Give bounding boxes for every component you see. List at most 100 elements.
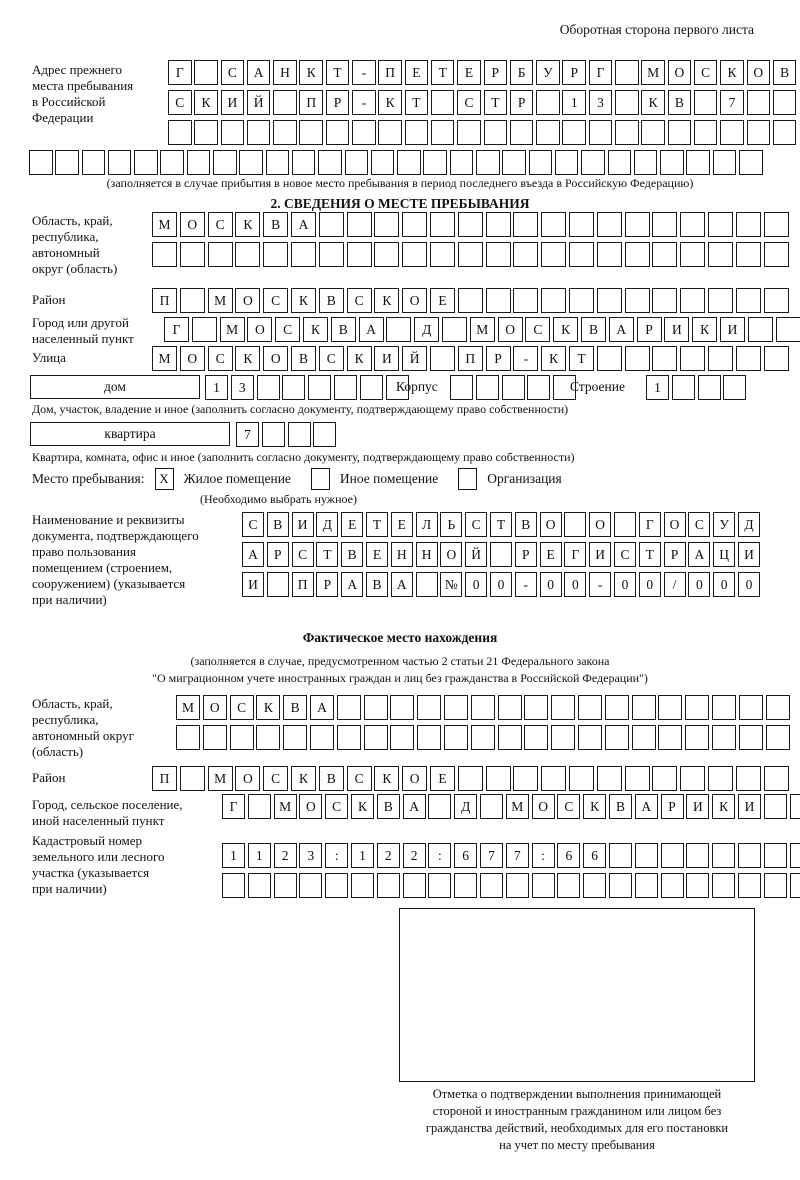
section2-region-row-2[interactable] — [152, 242, 789, 267]
form-cell[interactable] — [707, 288, 733, 313]
form-cell[interactable]: И — [737, 542, 760, 567]
form-cell[interactable] — [429, 346, 455, 371]
form-cell[interactable] — [583, 873, 607, 898]
form-cell[interactable] — [763, 242, 789, 267]
form-cell[interactable] — [443, 695, 468, 720]
form-cell[interactable] — [680, 212, 706, 237]
form-cell[interactable]: 6 — [583, 843, 607, 868]
form-cell[interactable] — [693, 120, 718, 145]
form-cell[interactable] — [363, 725, 388, 750]
form-cell[interactable]: М — [152, 346, 177, 371]
form-cell[interactable] — [712, 843, 736, 868]
form-cell[interactable]: А — [358, 317, 384, 342]
form-cell[interactable]: О — [179, 346, 205, 371]
form-cell[interactable]: - — [513, 346, 539, 371]
form-cell[interactable] — [607, 150, 632, 175]
form-cell[interactable] — [179, 288, 205, 313]
form-cell[interactable]: Д — [414, 317, 440, 342]
form-cell[interactable]: Т — [489, 512, 512, 537]
form-cell[interactable] — [179, 242, 205, 267]
form-cell[interactable]: И — [589, 542, 612, 567]
form-cell[interactable] — [536, 120, 560, 145]
form-cell[interactable] — [524, 725, 549, 750]
form-cell[interactable]: П — [291, 572, 314, 597]
form-cell[interactable] — [631, 725, 656, 750]
form-cell[interactable]: 2 — [376, 843, 400, 868]
form-cell[interactable]: № — [440, 572, 463, 597]
form-cell[interactable] — [735, 288, 761, 313]
form-cell[interactable] — [385, 375, 409, 400]
form-cell[interactable] — [176, 725, 200, 750]
form-cell[interactable]: К — [378, 90, 402, 115]
form-cell[interactable]: В — [772, 60, 797, 85]
form-cell[interactable] — [541, 288, 567, 313]
form-cell[interactable] — [789, 843, 800, 868]
form-cell[interactable] — [707, 346, 733, 371]
form-cell[interactable]: Т — [316, 542, 339, 567]
form-cell[interactable] — [325, 873, 349, 898]
form-cell[interactable]: К — [235, 212, 261, 237]
form-cell[interactable] — [660, 873, 684, 898]
form-cell[interactable]: И — [220, 90, 245, 115]
form-cell[interactable]: 1 — [350, 843, 374, 868]
form-cell[interactable]: К — [194, 90, 218, 115]
form-cell[interactable] — [318, 212, 344, 237]
form-cell[interactable] — [450, 375, 473, 400]
form-cell[interactable] — [652, 212, 678, 237]
form-cell[interactable]: Д — [737, 512, 760, 537]
form-cell[interactable] — [737, 873, 761, 898]
form-cell[interactable]: 7 — [236, 422, 259, 447]
form-cell[interactable]: 1 — [205, 375, 228, 400]
form-cell[interactable] — [528, 150, 553, 175]
form-cell[interactable] — [350, 873, 374, 898]
form-cell[interactable] — [417, 695, 442, 720]
form-cell[interactable]: : — [325, 843, 349, 868]
form-cell[interactable]: В — [290, 346, 316, 371]
form-cell[interactable] — [152, 242, 177, 267]
form-cell[interactable] — [652, 242, 678, 267]
form-cell[interactable]: М — [207, 288, 233, 313]
form-cell[interactable] — [441, 317, 467, 342]
form-cell[interactable] — [336, 725, 361, 750]
form-cell[interactable]: Е — [404, 60, 429, 85]
form-cell[interactable]: О — [746, 60, 771, 85]
form-cell[interactable] — [746, 90, 771, 115]
form-cell[interactable] — [765, 695, 790, 720]
form-cell[interactable]: С — [168, 90, 192, 115]
form-cell[interactable] — [509, 120, 534, 145]
form-cell[interactable] — [652, 346, 678, 371]
form-cell[interactable]: Р — [316, 572, 339, 597]
form-cell[interactable] — [763, 794, 787, 819]
form-cell[interactable] — [457, 212, 483, 237]
form-cell[interactable] — [430, 90, 455, 115]
form-cell[interactable] — [229, 725, 254, 750]
form-cell[interactable]: И — [719, 317, 745, 342]
form-cell[interactable] — [735, 766, 761, 791]
form-cell[interactable]: Т — [325, 60, 350, 85]
form-cell[interactable] — [697, 375, 721, 400]
form-cell[interactable] — [747, 317, 773, 342]
form-cell[interactable]: К — [346, 346, 372, 371]
form-cell[interactable] — [686, 150, 710, 175]
form-cell[interactable]: Д — [454, 794, 478, 819]
form-cell[interactable] — [168, 120, 192, 145]
form-cell[interactable] — [429, 242, 455, 267]
form-cell[interactable] — [536, 90, 560, 115]
form-cell[interactable] — [370, 150, 395, 175]
form-cell[interactable] — [160, 150, 184, 175]
form-cell[interactable] — [775, 317, 800, 342]
form-cell[interactable] — [363, 695, 388, 720]
form-cell[interactable] — [513, 212, 539, 237]
form-cell[interactable]: К — [712, 794, 736, 819]
form-cell[interactable] — [207, 242, 233, 267]
form-cell[interactable] — [313, 422, 337, 447]
form-cell[interactable] — [772, 120, 797, 145]
form-cell[interactable] — [562, 120, 586, 145]
form-cell[interactable] — [680, 346, 706, 371]
form-cell[interactable] — [541, 242, 567, 267]
form-cell[interactable] — [352, 120, 376, 145]
form-cell[interactable]: Г — [164, 317, 189, 342]
form-cell[interactable]: 1 — [646, 375, 669, 400]
